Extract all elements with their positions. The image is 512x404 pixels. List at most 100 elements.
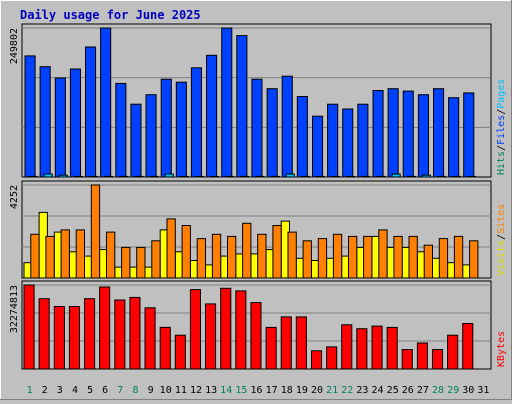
bar-sites-day-21 <box>332 233 343 279</box>
bar-kbytes-day-26 <box>401 349 413 370</box>
day-label-21: 21 <box>326 385 338 396</box>
day-label-17: 17 <box>266 385 278 396</box>
bar-hits-day-21 <box>327 103 339 178</box>
bar-hits-day-23 <box>357 103 369 178</box>
day-label-31: 31 <box>477 385 489 396</box>
legend-kbytes: KBytes <box>496 331 507 367</box>
x-axis-day-labels: 1 2 3 4 5 6 7 8 9 10 11 12 13 14 15 16 17 18 19 20 21 22 23 24 2… <box>27 385 490 396</box>
day-label-30: 30 <box>462 385 474 396</box>
day-label-16: 16 <box>250 385 262 396</box>
bar-kbytes-day-2 <box>38 298 50 370</box>
bar-pages-day-24 <box>376 175 386 178</box>
bar-pages-day-15 <box>240 175 250 178</box>
bar-sites-day-11 <box>181 225 191 279</box>
day-label-23: 23 <box>356 385 368 396</box>
bar-hits-day-24 <box>372 90 384 178</box>
legend-separator: / <box>496 234 507 240</box>
bar-sites-day-7 <box>121 246 131 279</box>
bar-pages-day-13 <box>210 175 220 178</box>
panel-max-label: 4252 <box>9 185 20 209</box>
day-label-22: 22 <box>341 385 353 396</box>
bar-hits-day-3 <box>54 77 66 178</box>
bar-pages-day-18 <box>285 173 295 178</box>
panel-legend: Hits/Files/Pages <box>496 79 507 175</box>
bar-kbytes-day-23 <box>356 328 368 370</box>
bar-pages-day-8 <box>134 175 144 178</box>
bar-pages-day-7 <box>119 175 129 178</box>
day-label-25: 25 <box>387 385 399 396</box>
legend-pages: Pages <box>496 79 507 109</box>
day-label-15: 15 <box>235 385 247 396</box>
bar-pages-day-28 <box>437 175 447 178</box>
bar-kbytes-day-27 <box>416 342 428 370</box>
bar-pages-day-6 <box>104 175 114 178</box>
bar-kbytes-day-10 <box>159 326 171 370</box>
bar-sites-day-19 <box>302 240 312 279</box>
day-label-11: 11 <box>175 385 187 396</box>
bar-sites-day-4 <box>75 229 85 279</box>
bar-hits-day-2 <box>39 66 51 178</box>
bar-sites-day-10 <box>166 218 176 279</box>
day-label-6: 6 <box>102 385 108 396</box>
bar-hits-day-28 <box>433 88 445 178</box>
bar-kbytes-day-21 <box>326 346 338 370</box>
bar-sites-day-3 <box>60 229 70 279</box>
bar-kbytes-day-19 <box>295 316 307 370</box>
bar-kbytes-day-14 <box>220 287 232 370</box>
panel-legend: Visits/Sites <box>496 204 507 276</box>
bar-sites-day-6 <box>106 231 116 279</box>
panel-legend: KBytes <box>496 331 507 367</box>
bar-hits-day-20 <box>312 115 324 178</box>
bar-hits-day-4 <box>69 68 82 178</box>
bar-hits-day-1 <box>24 55 36 178</box>
legend-hits: Hits <box>496 151 507 175</box>
day-label-27: 27 <box>417 385 429 396</box>
bar-sites-day-12 <box>196 238 206 279</box>
panel-visits-sites: 4252 Visits/Sites <box>9 180 507 279</box>
bar-hits-day-17 <box>266 88 278 178</box>
day-label-24: 24 <box>371 385 383 396</box>
bar-sites-day-29 <box>453 235 464 279</box>
bar-pages-day-17 <box>270 175 280 178</box>
day-label-1: 1 <box>27 385 33 396</box>
bar-pages-day-26 <box>406 175 416 178</box>
bar-kbytes-day-22 <box>341 324 353 370</box>
bar-pages-day-12 <box>194 175 204 178</box>
bar-kbytes-day-18 <box>280 316 292 370</box>
bar-hits-day-12 <box>190 67 202 178</box>
bar-hits-day-26 <box>402 90 414 178</box>
bar-kbytes-day-9 <box>144 307 156 370</box>
bar-sites-day-24 <box>378 229 388 279</box>
bar-kbytes-day-20 <box>311 350 323 370</box>
day-label-28: 28 <box>432 385 444 396</box>
day-label-29: 29 <box>447 385 459 396</box>
panel-max-label: 249802 <box>9 28 20 64</box>
bar-sites-day-8 <box>136 246 146 279</box>
bar-sites-day-16 <box>257 233 267 279</box>
chart-panels: 249802 Hits/Files/Pages 4252 Visits/Sites 32… <box>9 23 507 370</box>
bar-kbytes-day-8 <box>129 296 141 370</box>
bar-pages-day-5 <box>89 175 99 178</box>
bar-pages-day-4 <box>73 175 84 178</box>
bar-hits-day-15 <box>236 35 248 178</box>
panel-max-label: 32274813 <box>9 285 20 333</box>
bar-hits-day-19 <box>296 96 308 178</box>
bar-pages-day-1 <box>28 175 38 178</box>
bar-pages-day-16 <box>255 175 265 178</box>
day-label-9: 9 <box>148 385 154 396</box>
day-label-13: 13 <box>205 385 217 396</box>
bar-pages-day-29 <box>452 175 462 178</box>
bar-hits-day-11 <box>175 81 187 178</box>
day-label-10: 10 <box>160 385 172 396</box>
bar-sites-day-20 <box>317 238 328 279</box>
bar-sites-day-9 <box>151 240 161 279</box>
bar-sites-day-5 <box>90 184 101 279</box>
bar-pages-day-30 <box>467 175 477 178</box>
day-label-12: 12 <box>190 385 202 396</box>
bar-pages-day-14 <box>225 175 235 178</box>
legend-files: Files <box>496 115 507 145</box>
bar-pages-day-2 <box>43 173 53 178</box>
bar-hits-day-30 <box>463 92 475 178</box>
bar-sites-day-28 <box>438 238 449 279</box>
